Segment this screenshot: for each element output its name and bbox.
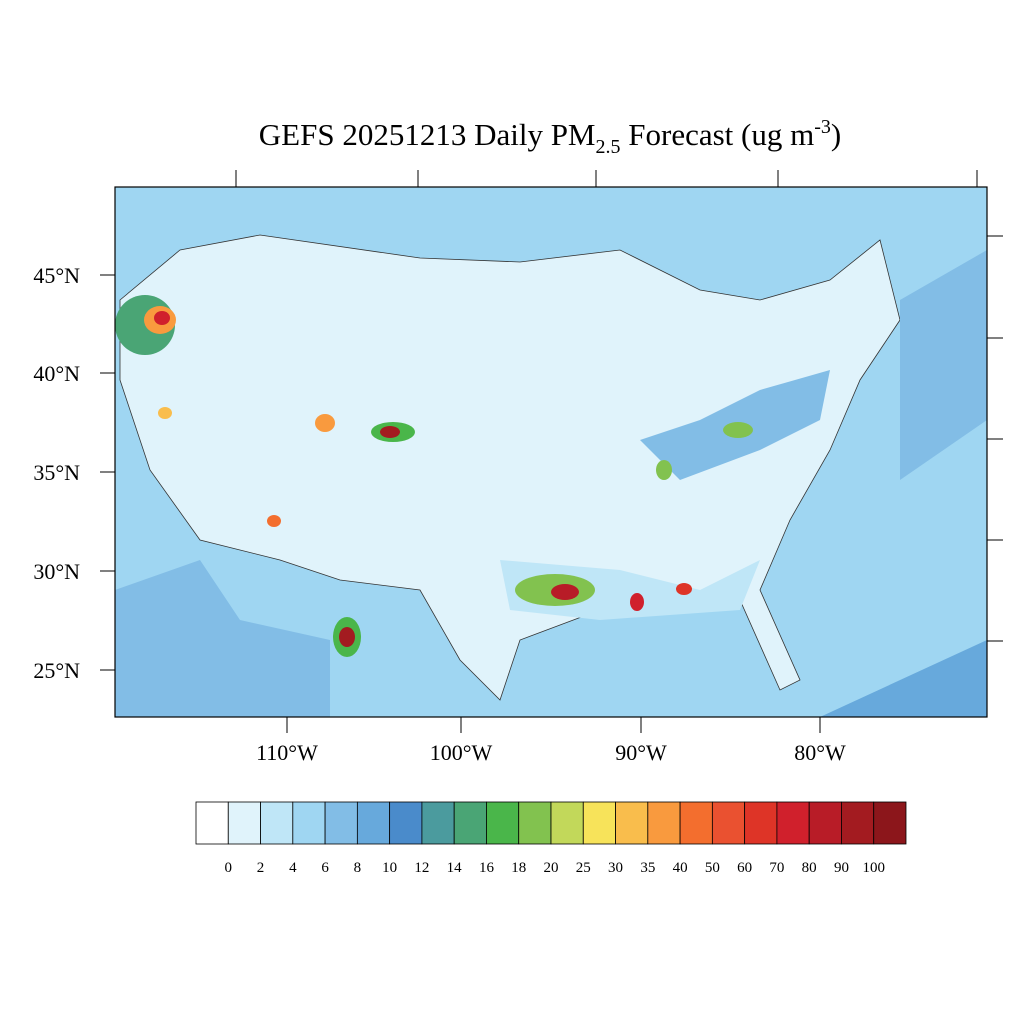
colorbar-box [356, 801, 391, 845]
colorbar-label: 100 [862, 860, 885, 876]
title-superscript: -3 [814, 116, 831, 138]
title-middle: Forecast (ug m [621, 117, 815, 152]
latitude-label: 25°N [33, 658, 80, 683]
colorbar-label: 0 [225, 860, 233, 876]
latitude-label: 45°N [33, 263, 80, 288]
longitude-label: 100°W [430, 740, 493, 765]
colorbar-box [582, 801, 616, 845]
colorbar-label: 70 [769, 860, 784, 876]
colorbar-box [292, 801, 326, 845]
colorbar-box [776, 801, 810, 845]
colorbar-label: 30 [608, 860, 623, 876]
colorbar-label: 6 [321, 860, 329, 876]
title-subscript: 2.5 [596, 136, 621, 158]
title: GEFS 20251213 Daily PM2.5 Forecast (ug m… [259, 116, 841, 158]
colorbar-label: 18 [511, 860, 526, 876]
ticks [100, 170, 1003, 733]
colorbar-box [260, 801, 294, 845]
title-end: ) [831, 117, 841, 152]
latitude-label: 35°N [33, 460, 80, 485]
title-main: GEFS 20251213 Daily PM [259, 117, 596, 152]
longitude-label: 80°W [794, 740, 846, 765]
colorbar-label: 4 [289, 860, 297, 876]
colorbar-box [389, 801, 423, 845]
colorbar-label: 12 [414, 860, 429, 876]
map-field [115, 187, 987, 717]
longitude-label: 90°W [615, 740, 667, 765]
colorbar-label: 14 [447, 860, 463, 876]
colorbar-label: 90 [834, 860, 849, 876]
colorbar-box [615, 801, 649, 845]
colorbar-label: 10 [382, 860, 397, 876]
colorbar-label: 8 [354, 860, 362, 876]
colorbar-box [453, 801, 487, 845]
colorbar-box [744, 801, 778, 845]
colorbar-label: 2 [257, 860, 265, 876]
colorbar-box [711, 801, 746, 845]
colorbar-box [873, 801, 907, 845]
colorbar-label: 80 [802, 860, 817, 876]
map-frame [114, 186, 988, 718]
latitude-label: 40°N [33, 361, 80, 386]
colorbar-box [647, 801, 681, 845]
colorbar-label: 40 [673, 860, 688, 876]
colorbar-box [550, 801, 584, 845]
colorbar-label: 50 [705, 860, 720, 876]
colorbar-box [195, 801, 229, 845]
colorbar-box [679, 801, 713, 845]
longitude-label: 110°W [256, 740, 318, 765]
colorbar-box [518, 801, 552, 845]
colorbar-label: 25 [576, 860, 591, 876]
colorbar-box [841, 801, 875, 845]
colorbar-box [324, 801, 358, 845]
colorbar-label: 16 [479, 860, 495, 876]
colorbar-box [227, 801, 261, 845]
colorbar-label: 35 [640, 860, 655, 876]
latitude-label: 30°N [33, 559, 80, 584]
colorbar-box [421, 801, 455, 845]
colorbar-label: 20 [544, 860, 559, 876]
colorbar-box [486, 801, 520, 845]
colorbar-label: 60 [737, 860, 752, 876]
colorbar-box [808, 801, 842, 845]
